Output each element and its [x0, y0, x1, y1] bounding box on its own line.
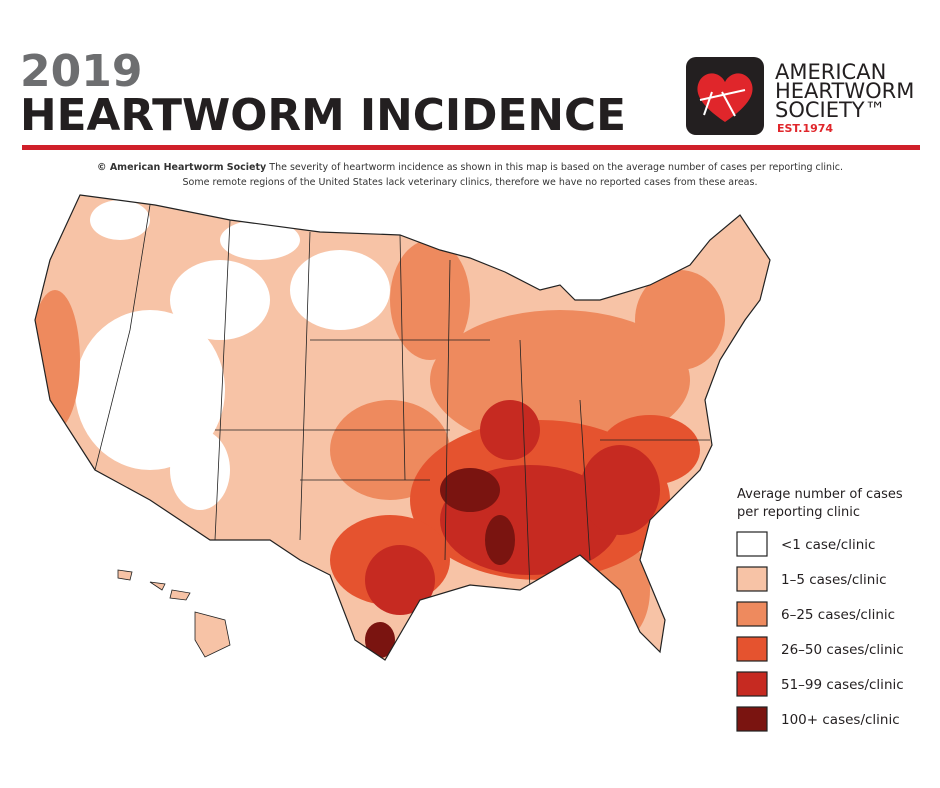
legend-label: 100+ cases/clinic	[781, 712, 900, 728]
legend-title: per reporting clinic	[737, 505, 860, 520]
legend-swatch	[736, 566, 768, 592]
legend-label: 6–25 cases/clinic	[781, 607, 895, 623]
legend-swatch	[736, 601, 768, 627]
legend-label: 1–5 cases/clinic	[781, 572, 887, 588]
legend-label: <1 case/clinic	[781, 537, 875, 553]
logo-line: HEARTWORM	[775, 79, 914, 103]
legend-swatch	[736, 671, 768, 697]
logo-mosquito	[699, 89, 746, 117]
subtitle-text: The severity of heartworm incidence as s…	[268, 162, 843, 173]
rule	[22, 145, 920, 150]
title: HEARTWORM INCIDENCE	[20, 90, 626, 141]
state-lines	[94, 204, 710, 591]
logo-est: EST.1974	[777, 122, 833, 135]
hawaii	[117, 569, 231, 658]
legend-title: Average number of cases	[737, 487, 903, 502]
legend-swatch	[736, 706, 768, 732]
year: 2019	[20, 46, 142, 97]
legend: Average number of cases per reporting cl…	[736, 487, 904, 732]
legend-swatch	[736, 531, 768, 557]
credit: © American Heartworm Society	[97, 162, 267, 173]
low-regions	[75, 200, 390, 510]
logo-line: AMERICAN	[775, 60, 886, 84]
subtitle-line: © American Heartworm Society The severit…	[97, 162, 843, 173]
top-regions	[365, 468, 515, 658]
legend-label: 26–50 cases/clinic	[781, 642, 904, 658]
legend-label: 51–99 cases/clinic	[781, 677, 904, 693]
logo-line: SOCIETY™	[775, 98, 886, 122]
legend-swatch	[736, 636, 768, 662]
subtitle-line: Some remote regions of the United States…	[183, 177, 758, 188]
